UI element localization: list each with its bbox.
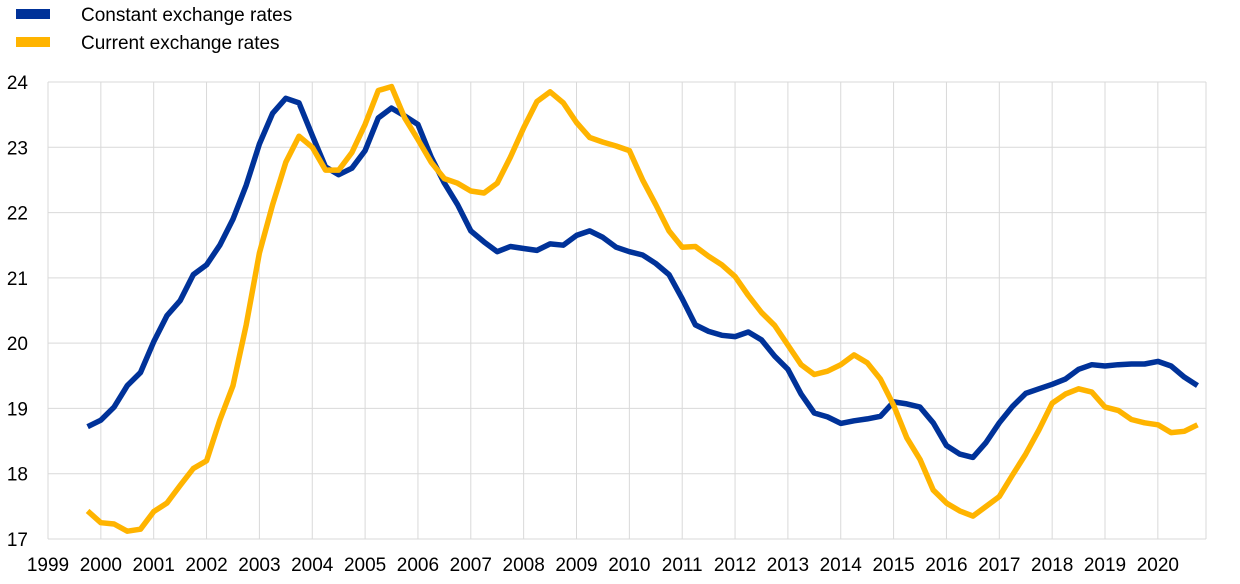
series-line-constant-exchange-rates (86, 95, 1199, 461)
x-tick-label: 2009 (555, 555, 597, 576)
y-tick-label: 19 (7, 399, 28, 420)
gridlines (47, 81, 1207, 540)
x-axis-tick-labels: 1999 2000 2001 2002 2003 2004 2005 2006 2007 2008… (27, 555, 1179, 576)
legend-swatch-constant (16, 9, 50, 19)
x-tick-label: 2015 (872, 555, 914, 576)
x-tick-label: 2008 (503, 555, 545, 576)
series-lines (85, 83, 1199, 534)
y-tick-label: 23 (7, 138, 28, 159)
legend: Constant exchange rates Current exchange… (16, 5, 292, 54)
y-tick-label: 24 (7, 73, 29, 94)
x-tick-label: 2019 (1084, 555, 1126, 576)
x-tick-label: 1999 (27, 555, 69, 576)
x-tick-label: 2002 (185, 555, 227, 576)
series-line-current-exchange-rates (85, 83, 1199, 534)
x-tick-label: 2003 (238, 555, 280, 576)
x-tick-label: 2018 (1031, 555, 1073, 576)
x-tick-label: 2007 (450, 555, 492, 576)
legend-label-constant: Constant exchange rates (81, 5, 292, 26)
y-axis-tick-labels: 17 18 19 20 21 22 23 24 (7, 73, 29, 551)
y-tick-label: 18 (7, 465, 28, 486)
x-tick-label: 2001 (133, 555, 175, 576)
x-tick-label: 2004 (291, 555, 334, 576)
x-tick-label: 2016 (925, 555, 967, 576)
x-tick-label: 2012 (714, 555, 756, 576)
x-tick-label: 2011 (662, 555, 703, 576)
x-tick-label: 2006 (397, 555, 439, 576)
x-tick-label: 2017 (978, 555, 1020, 576)
x-tick-label: 2020 (1137, 555, 1179, 576)
y-tick-label: 20 (7, 334, 28, 355)
x-tick-label: 2014 (820, 555, 863, 576)
x-tick-label: 2005 (344, 555, 386, 576)
legend-swatch-current (16, 37, 50, 47)
y-tick-label: 17 (7, 530, 28, 551)
x-tick-label: 2000 (80, 555, 122, 576)
y-tick-label: 22 (7, 204, 28, 225)
legend-label-current: Current exchange rates (81, 33, 280, 54)
x-tick-label: 2013 (767, 555, 809, 576)
x-tick-label: 2010 (608, 555, 650, 576)
y-tick-label: 21 (7, 269, 28, 290)
